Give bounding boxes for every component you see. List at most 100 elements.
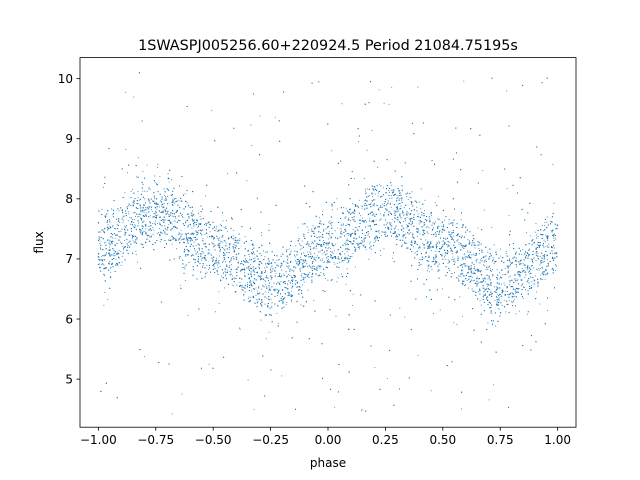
data-point — [346, 239, 348, 241]
data-point — [181, 216, 183, 218]
data-point — [379, 250, 381, 252]
data-point — [139, 214, 141, 216]
data-point — [137, 216, 139, 218]
data-point — [239, 328, 241, 330]
data-point — [461, 264, 463, 266]
data-point — [149, 220, 151, 223]
data-point — [464, 257, 466, 259]
data-point — [191, 227, 193, 229]
data-point — [175, 248, 177, 250]
data-point — [480, 259, 482, 261]
data-point — [191, 253, 193, 256]
data-point — [538, 242, 540, 244]
data-point — [230, 273, 232, 275]
data-point — [419, 233, 421, 235]
data-point — [303, 252, 305, 254]
data-point — [156, 166, 159, 169]
data-point — [336, 281, 338, 283]
data-point — [341, 103, 343, 105]
data-point — [397, 205, 399, 208]
data-point — [119, 241, 121, 243]
data-point — [534, 231, 536, 233]
data-point — [415, 242, 417, 244]
data-point — [475, 259, 477, 262]
data-point — [296, 286, 298, 288]
data-point — [499, 300, 501, 302]
data-point — [287, 295, 289, 297]
data-point — [434, 202, 436, 204]
data-point — [128, 213, 130, 215]
data-point — [423, 224, 425, 226]
data-point — [187, 224, 189, 227]
data-point — [290, 250, 292, 252]
data-point — [172, 190, 174, 193]
data-point — [461, 315, 464, 317]
data-point — [507, 291, 509, 293]
data-point — [456, 251, 458, 253]
data-point — [368, 258, 370, 260]
data-point — [457, 239, 459, 241]
data-point — [375, 224, 377, 226]
data-point — [314, 252, 316, 255]
data-point — [103, 304, 105, 306]
data-point — [179, 237, 181, 239]
data-point — [153, 222, 155, 224]
data-point — [352, 228, 354, 231]
data-point — [333, 250, 335, 252]
data-point — [177, 199, 179, 201]
data-point — [290, 301, 293, 303]
data-point — [538, 268, 540, 270]
data-point — [531, 281, 533, 283]
data-point — [140, 229, 142, 231]
data-point — [134, 215, 137, 218]
data-point — [505, 311, 507, 313]
data-point — [316, 267, 318, 269]
data-point — [326, 244, 328, 246]
data-point — [535, 291, 537, 293]
data-point — [530, 284, 533, 286]
data-point — [190, 212, 192, 214]
data-point — [294, 250, 296, 252]
data-point — [119, 221, 121, 223]
data-point — [320, 232, 322, 234]
data-point — [360, 215, 362, 217]
data-point — [237, 261, 239, 263]
data-point — [145, 228, 147, 230]
data-point — [471, 288, 473, 290]
data-point — [313, 256, 315, 258]
data-point — [330, 237, 332, 239]
data-point — [420, 208, 422, 210]
data-point — [99, 240, 101, 242]
data-point — [420, 188, 422, 190]
data-point — [430, 249, 432, 252]
data-point — [300, 304, 302, 306]
data-point — [195, 245, 197, 247]
data-point — [276, 295, 278, 297]
data-point — [380, 255, 382, 257]
data-point — [427, 270, 429, 272]
data-point — [168, 214, 170, 216]
data-point — [269, 289, 272, 291]
data-point — [157, 222, 159, 224]
data-point — [431, 261, 433, 263]
data-point — [171, 203, 173, 206]
data-point — [132, 240, 134, 242]
data-point — [456, 240, 458, 242]
data-point — [313, 230, 315, 233]
data-point — [267, 291, 270, 294]
data-point — [156, 233, 159, 235]
data-point — [139, 209, 142, 212]
data-point — [437, 195, 439, 197]
data-point — [211, 110, 213, 112]
data-point — [471, 276, 473, 278]
data-point — [385, 224, 387, 226]
data-point — [544, 225, 546, 227]
data-point — [331, 209, 333, 211]
data-point — [345, 256, 347, 258]
data-point — [546, 259, 549, 261]
data-point — [504, 284, 506, 286]
data-point — [492, 275, 494, 277]
data-point — [331, 243, 333, 245]
data-point — [150, 236, 152, 238]
data-point — [327, 258, 329, 261]
